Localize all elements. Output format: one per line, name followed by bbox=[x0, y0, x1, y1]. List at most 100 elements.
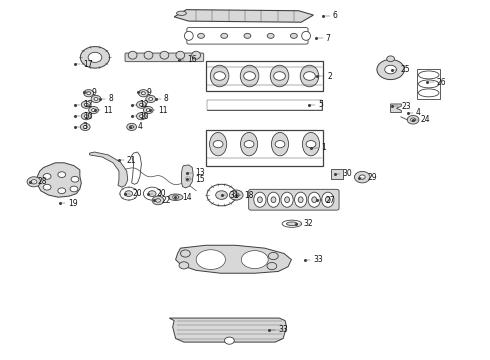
Ellipse shape bbox=[282, 220, 302, 227]
Ellipse shape bbox=[210, 132, 227, 156]
Circle shape bbox=[267, 262, 277, 270]
Text: 11: 11 bbox=[103, 105, 113, 114]
Ellipse shape bbox=[176, 11, 186, 15]
Text: 1: 1 bbox=[321, 143, 325, 152]
Text: 18: 18 bbox=[244, 190, 253, 199]
Ellipse shape bbox=[192, 51, 200, 59]
Text: 14: 14 bbox=[182, 193, 192, 202]
Circle shape bbox=[304, 72, 316, 80]
Bar bbox=[417, 69, 441, 99]
Circle shape bbox=[84, 90, 94, 97]
Ellipse shape bbox=[300, 65, 319, 87]
Circle shape bbox=[137, 113, 147, 120]
Ellipse shape bbox=[302, 132, 319, 156]
Circle shape bbox=[216, 191, 227, 199]
Ellipse shape bbox=[184, 31, 193, 40]
Circle shape bbox=[233, 193, 239, 197]
Ellipse shape bbox=[281, 192, 293, 207]
Bar bbox=[206, 130, 323, 166]
Circle shape bbox=[269, 252, 278, 260]
Text: 28: 28 bbox=[38, 177, 48, 186]
Circle shape bbox=[83, 126, 87, 129]
Ellipse shape bbox=[212, 101, 227, 108]
Ellipse shape bbox=[242, 101, 257, 108]
Bar bbox=[207, 100, 322, 110]
Ellipse shape bbox=[418, 80, 439, 88]
Bar bbox=[206, 61, 323, 91]
Circle shape bbox=[354, 171, 370, 183]
Ellipse shape bbox=[272, 101, 288, 108]
Circle shape bbox=[81, 113, 91, 120]
Circle shape bbox=[275, 140, 285, 148]
Polygon shape bbox=[132, 152, 142, 184]
Text: 4: 4 bbox=[138, 122, 143, 131]
Text: 10: 10 bbox=[83, 112, 93, 121]
Polygon shape bbox=[181, 165, 193, 188]
Circle shape bbox=[221, 33, 228, 39]
Circle shape bbox=[125, 191, 133, 197]
Ellipse shape bbox=[240, 65, 259, 87]
Text: 9: 9 bbox=[92, 88, 97, 97]
Text: 21: 21 bbox=[127, 156, 136, 165]
Circle shape bbox=[224, 337, 234, 344]
Text: 8: 8 bbox=[164, 94, 169, 103]
Text: 30: 30 bbox=[343, 169, 352, 178]
Polygon shape bbox=[169, 318, 287, 342]
Ellipse shape bbox=[270, 65, 289, 87]
Ellipse shape bbox=[271, 132, 289, 156]
Ellipse shape bbox=[302, 101, 318, 108]
Ellipse shape bbox=[196, 250, 225, 270]
Text: 32: 32 bbox=[304, 219, 313, 228]
Ellipse shape bbox=[298, 197, 303, 203]
Ellipse shape bbox=[242, 251, 268, 269]
Circle shape bbox=[89, 107, 98, 114]
Polygon shape bbox=[175, 245, 292, 273]
Text: 12: 12 bbox=[83, 100, 92, 109]
Polygon shape bbox=[37, 163, 81, 197]
Text: 20: 20 bbox=[156, 189, 166, 198]
Ellipse shape bbox=[210, 65, 229, 87]
Text: 20: 20 bbox=[133, 189, 142, 198]
Circle shape bbox=[80, 46, 110, 68]
Circle shape bbox=[229, 190, 243, 200]
Text: 24: 24 bbox=[421, 115, 431, 124]
Ellipse shape bbox=[418, 71, 439, 79]
Text: 27: 27 bbox=[326, 196, 335, 205]
Circle shape bbox=[387, 56, 394, 62]
Text: 2: 2 bbox=[327, 72, 332, 81]
Ellipse shape bbox=[254, 192, 266, 207]
Circle shape bbox=[180, 250, 190, 257]
Circle shape bbox=[146, 95, 156, 103]
Text: 31: 31 bbox=[229, 190, 239, 199]
Circle shape bbox=[207, 184, 236, 206]
Polygon shape bbox=[391, 104, 401, 113]
Text: 25: 25 bbox=[400, 65, 410, 74]
FancyBboxPatch shape bbox=[248, 189, 339, 210]
Text: 8: 8 bbox=[108, 94, 113, 103]
Ellipse shape bbox=[128, 51, 137, 59]
Text: 22: 22 bbox=[162, 196, 172, 205]
Text: 29: 29 bbox=[367, 174, 377, 183]
Circle shape bbox=[407, 116, 419, 124]
Ellipse shape bbox=[312, 197, 317, 203]
Circle shape bbox=[94, 98, 98, 100]
Bar bbox=[186, 177, 190, 181]
Circle shape bbox=[377, 59, 404, 80]
FancyBboxPatch shape bbox=[187, 28, 308, 44]
Ellipse shape bbox=[160, 51, 169, 59]
Circle shape bbox=[71, 176, 79, 182]
Circle shape bbox=[81, 101, 91, 108]
Circle shape bbox=[70, 186, 78, 192]
Text: 6: 6 bbox=[333, 11, 338, 20]
Circle shape bbox=[43, 184, 51, 190]
Circle shape bbox=[140, 103, 144, 106]
Circle shape bbox=[149, 98, 153, 100]
Circle shape bbox=[244, 72, 255, 80]
Circle shape bbox=[147, 109, 150, 112]
Circle shape bbox=[267, 33, 274, 39]
Circle shape bbox=[144, 187, 161, 200]
Circle shape bbox=[213, 140, 223, 148]
Circle shape bbox=[139, 90, 148, 97]
Text: 9: 9 bbox=[147, 88, 151, 97]
Ellipse shape bbox=[308, 192, 320, 207]
